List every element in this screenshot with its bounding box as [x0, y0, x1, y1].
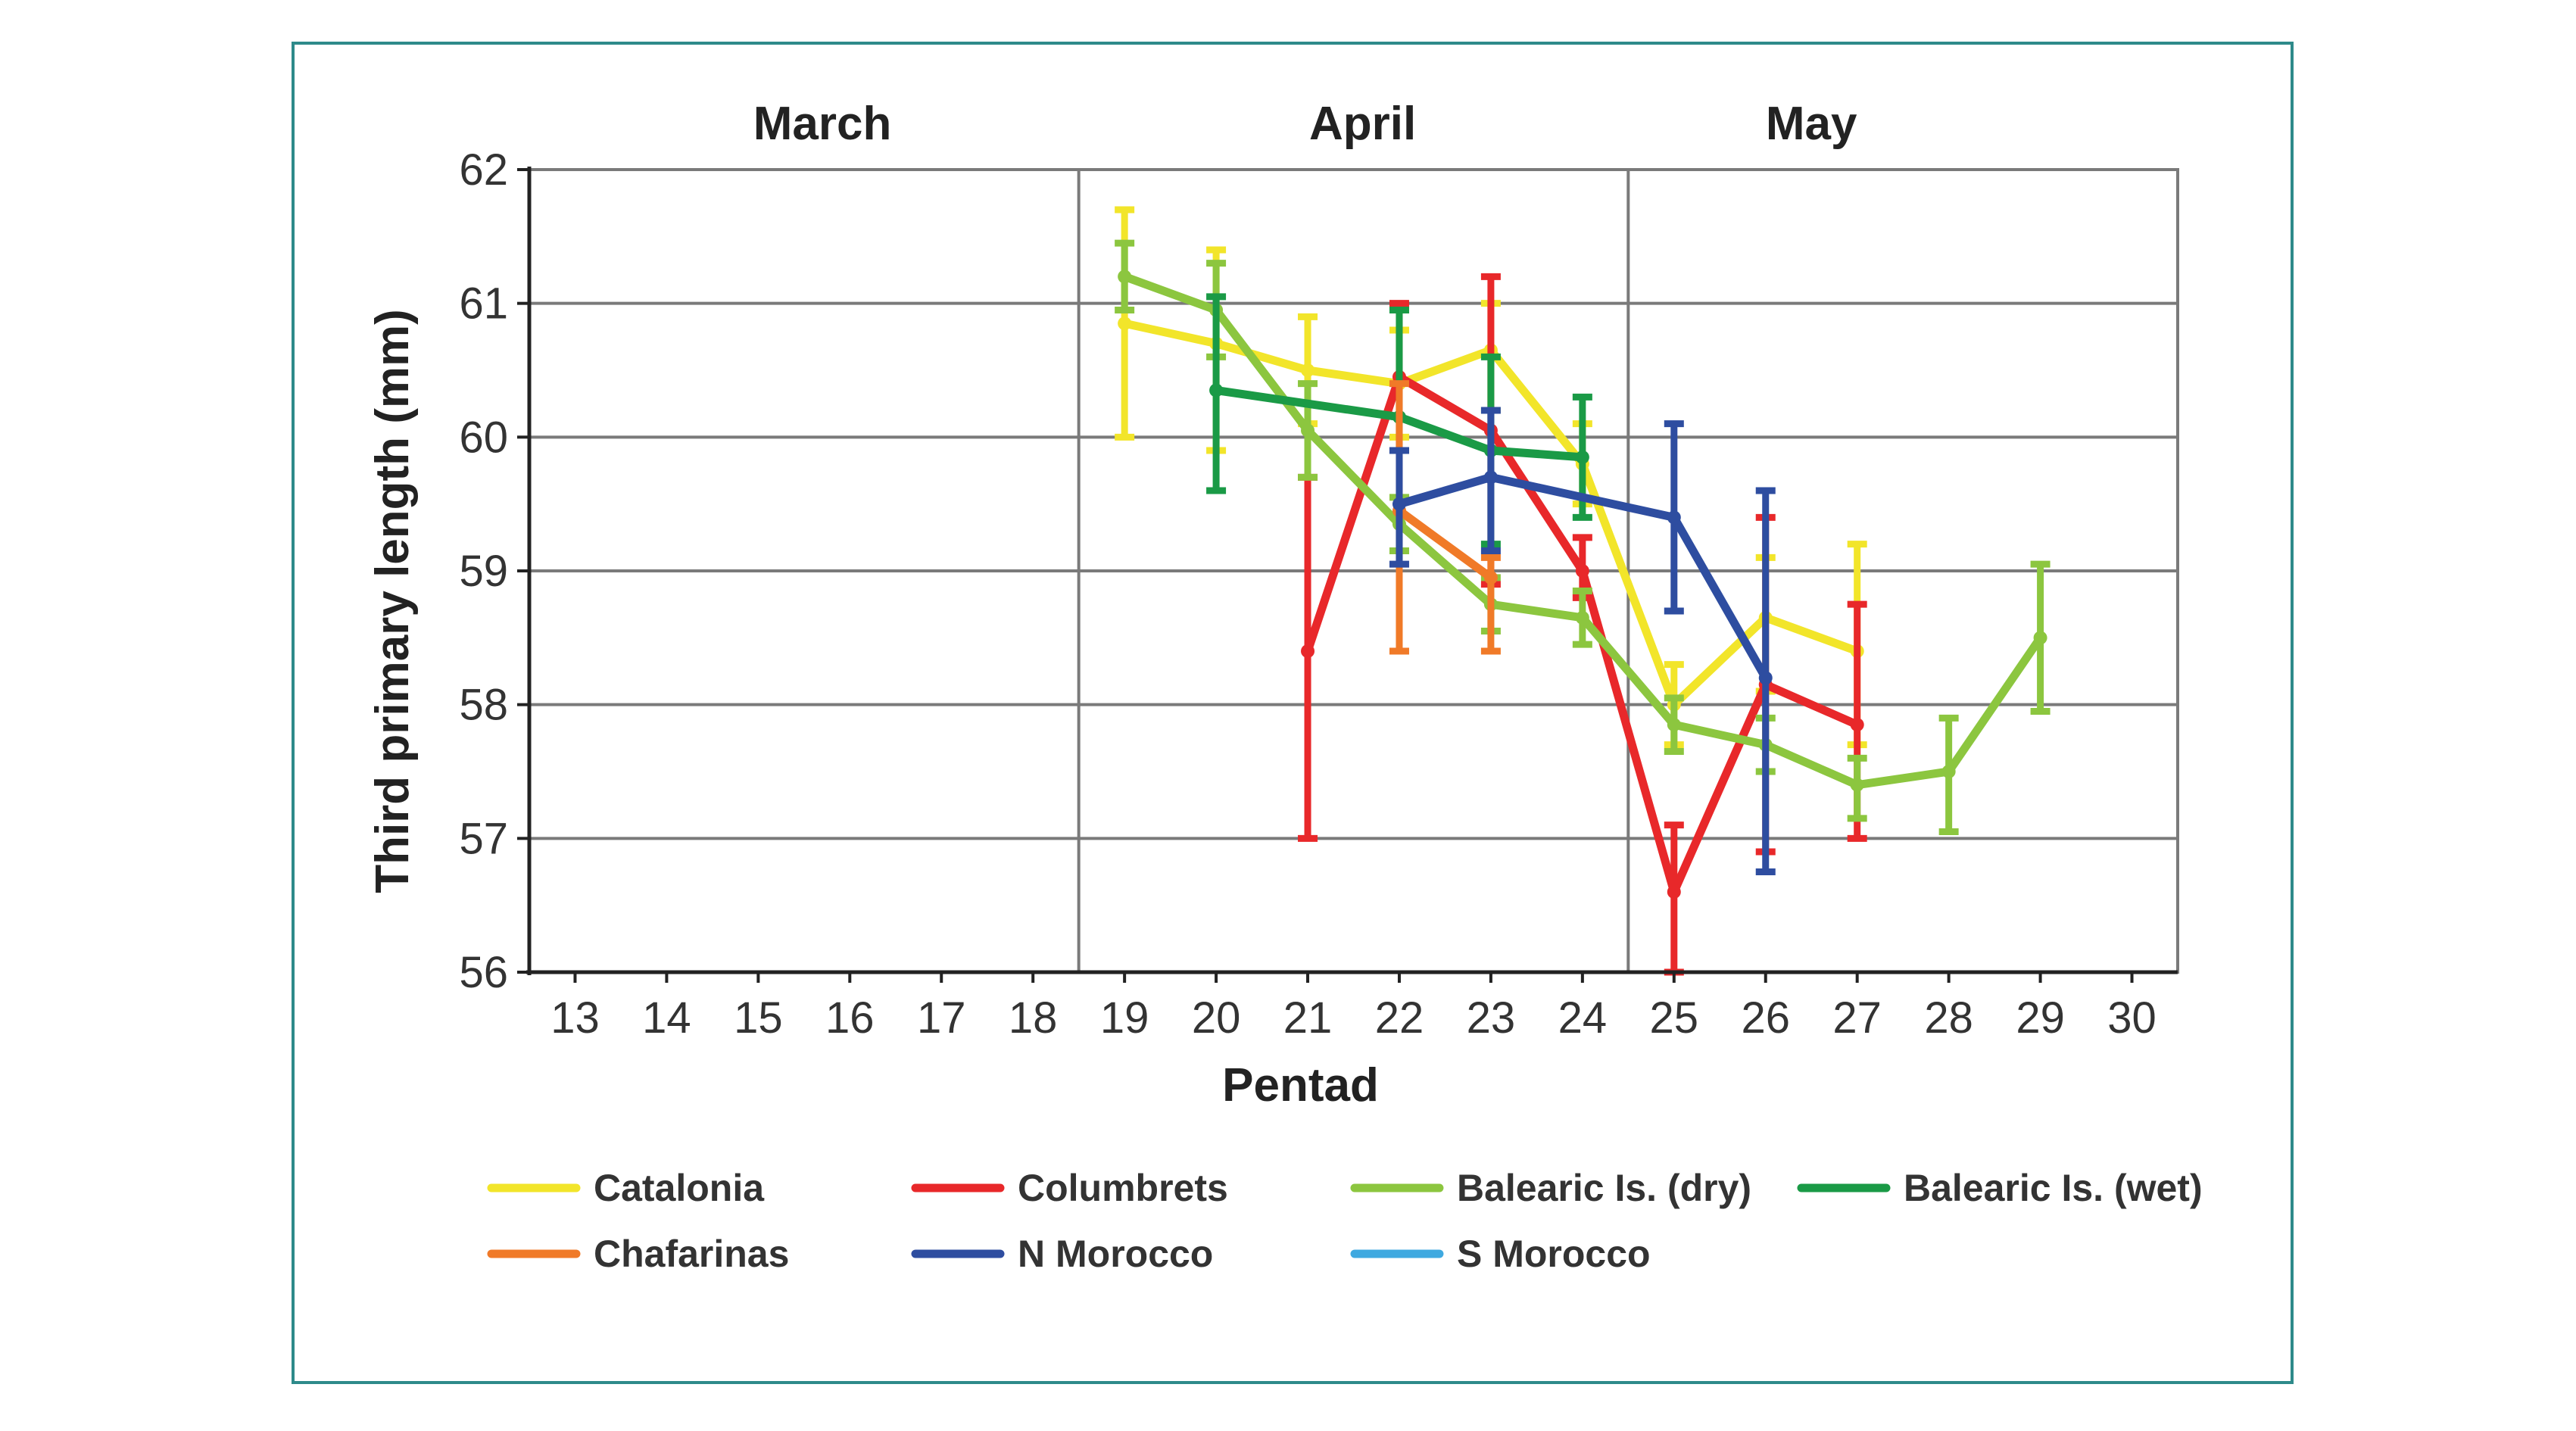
x-tick-label: 14 [642, 993, 691, 1043]
legend-item: S Morocco [1350, 1233, 1651, 1275]
legend-label: N Morocco [1018, 1233, 1213, 1275]
data-point [1301, 644, 1315, 658]
x-tick-label: 13 [550, 993, 600, 1043]
legend-label: Columbrets [1018, 1167, 1228, 1209]
legend-item: Catalonia [487, 1167, 765, 1209]
month-label-may: May [1766, 98, 1857, 150]
x-tick-label: 21 [1283, 993, 1333, 1043]
data-point [1667, 718, 1681, 732]
x-tick-label: 17 [917, 993, 966, 1043]
legend-item: Chafarinas [487, 1233, 789, 1275]
x-tick-label: 22 [1375, 993, 1424, 1043]
data-point [1667, 885, 1681, 899]
data-point [1483, 470, 1498, 485]
chart-frame: 56 57 58 59 60 61 62 13 14 15 16 17 18 19 20 21 22 23 24 25… [292, 42, 2294, 1384]
y-tick-label: 60 [459, 413, 508, 462]
x-tick-label: 26 [1741, 993, 1790, 1043]
data-point [1209, 383, 1224, 398]
data-point [1758, 671, 1773, 685]
y-tick-label: 59 [459, 547, 508, 596]
data-point [1850, 718, 1864, 732]
axes [517, 167, 2178, 983]
data-point [1575, 564, 1589, 578]
month-label-march: March [753, 98, 892, 150]
x-tick-label: 25 [1650, 993, 1699, 1043]
legend-item: N Morocco [911, 1233, 1213, 1275]
legend-label: Balearic Is. (wet) [1904, 1167, 2203, 1209]
axis-labels: 56 57 58 59 60 61 62 13 14 15 16 17 18 19 20 21 22 23 24 25… [366, 98, 2157, 1111]
data-point [1667, 510, 1681, 525]
series-line [1212, 386, 1587, 462]
x-tick-label: 15 [734, 993, 783, 1043]
x-axis-title: Pentad [1222, 1059, 1379, 1111]
x-tick-label: 30 [2107, 993, 2157, 1043]
x-tick-label: 20 [1192, 993, 1241, 1043]
legend-label: Chafarinas [594, 1233, 789, 1275]
data-point [2033, 631, 2047, 645]
line-chart: 56 57 58 59 60 61 62 13 14 15 16 17 18 19 20 21 22 23 24 25… [366, 98, 2203, 1275]
legend-item: Balearic Is. (dry) [1350, 1167, 1751, 1209]
series-5 [1389, 407, 1776, 875]
grid-lines [528, 168, 2179, 974]
legend-item: Columbrets [911, 1167, 1228, 1209]
data-point [1483, 570, 1498, 585]
y-axis-title: Third primary length (mm) [366, 309, 419, 893]
legend-label: Catalonia [594, 1167, 765, 1209]
data-point [1941, 765, 1956, 778]
data-point [1575, 450, 1589, 464]
series-line [1395, 507, 1495, 582]
legend-label: Balearic Is. (dry) [1457, 1167, 1751, 1209]
data-point [1301, 423, 1315, 438]
y-tick-label: 61 [459, 279, 508, 329]
y-tick-label: 57 [459, 814, 508, 863]
x-tick-label: 24 [1558, 993, 1608, 1043]
x-tick-label: 18 [1009, 993, 1058, 1043]
data-point [1118, 270, 1132, 284]
series-line [1395, 472, 1770, 682]
month-label-april: April [1309, 98, 1416, 150]
legend-label: S Morocco [1457, 1233, 1651, 1275]
x-tick-label: 23 [1467, 993, 1516, 1043]
x-tick-label: 29 [2016, 993, 2065, 1043]
data-point [1301, 363, 1315, 377]
data-point [1392, 497, 1406, 511]
data-point [1850, 778, 1864, 792]
x-tick-label: 28 [1924, 993, 1973, 1043]
legend: Catalonia Columbrets Balearic Is. (dry) Bal… [487, 1167, 2203, 1275]
data-point [1575, 610, 1589, 625]
data-point [1118, 316, 1132, 331]
legend-item: Balearic Is. (wet) [1797, 1167, 2203, 1209]
x-tick-label: 19 [1100, 993, 1149, 1043]
x-tick-label: 16 [825, 993, 875, 1043]
x-tick-label: 27 [1832, 993, 1882, 1043]
series-layer [1115, 206, 2051, 976]
y-tick-label: 58 [459, 681, 508, 730]
y-tick-label: 62 [459, 145, 508, 195]
y-tick-label: 56 [459, 948, 508, 997]
